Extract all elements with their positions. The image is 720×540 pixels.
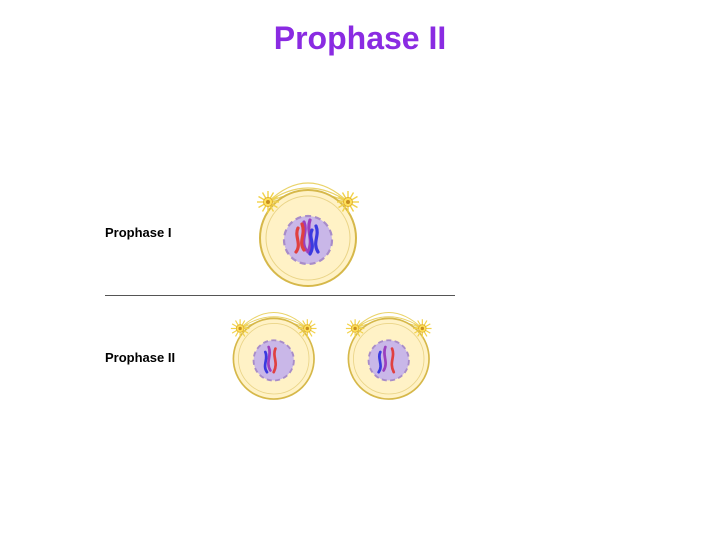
cell-diagram xyxy=(250,180,366,288)
row-divider xyxy=(105,295,455,296)
row-label-prophase-2: Prophase II xyxy=(105,350,175,365)
cell-diagram xyxy=(340,310,437,401)
row-label-prophase-1: Prophase I xyxy=(105,225,171,240)
page-title: Prophase II xyxy=(0,20,720,57)
diagram-container: Prophase I Prophase II xyxy=(95,175,475,435)
cell-diagram xyxy=(225,310,322,401)
